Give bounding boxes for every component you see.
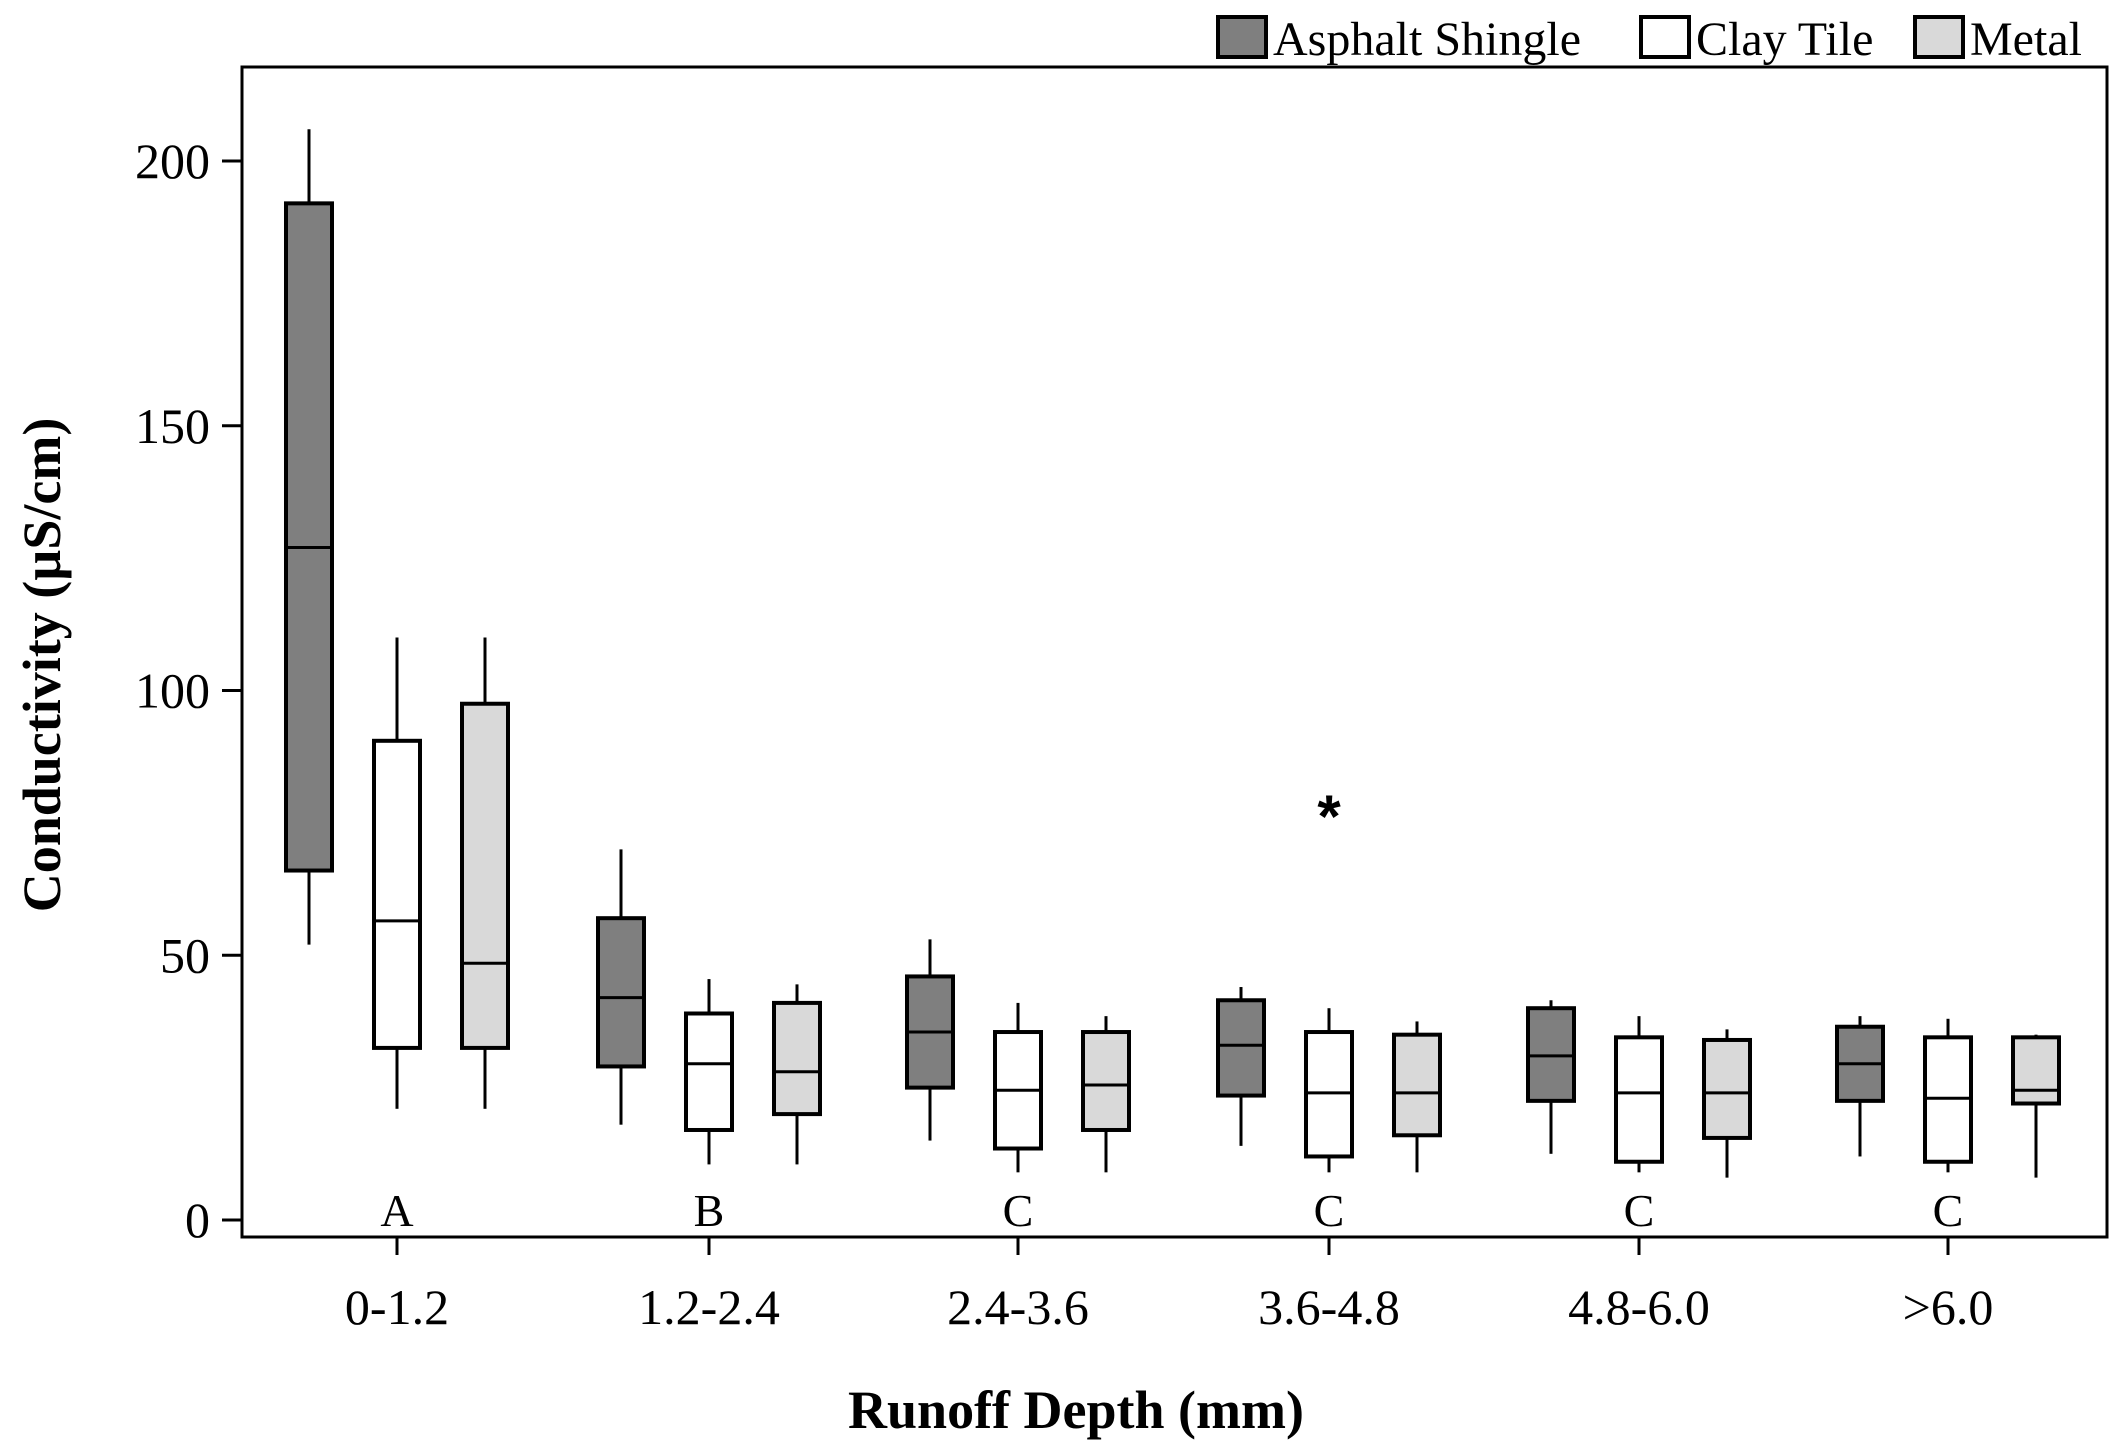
box-asphalt-shingle-4	[1526, 1000, 1576, 1154]
box-iqr	[460, 701, 510, 1050]
box-asphalt-shingle-5	[1835, 1016, 1885, 1157]
box-asphalt-shingle-3	[1216, 987, 1266, 1146]
box-iqr	[2011, 1035, 2061, 1106]
group-letter: C	[1314, 1185, 1345, 1236]
plot-frame	[240, 65, 2109, 1239]
x-tick-label: 4.8-6.0	[1568, 1279, 1710, 1335]
box-iqr	[1392, 1032, 1442, 1138]
outliers: *	[1317, 783, 1341, 850]
box-iqr	[1216, 998, 1266, 1098]
group-letter: A	[380, 1185, 413, 1236]
box-asphalt-shingle-2	[905, 939, 955, 1141]
group-letter: C	[1933, 1185, 1964, 1236]
box-iqr	[1614, 1035, 1664, 1164]
y-tick-label: 150	[135, 398, 210, 454]
box-metal-4	[1702, 1029, 1752, 1178]
y-tick-label: 100	[135, 663, 210, 719]
box-clay-tile-1	[684, 979, 734, 1165]
x-axis-title: Runoff Depth (mm)	[848, 1380, 1304, 1440]
legend-label: Metal	[1970, 13, 2082, 66]
y-tick-label: 50	[160, 927, 210, 983]
group-letter: C	[1003, 1185, 1034, 1236]
box-metal-1	[772, 984, 822, 1165]
box-iqr	[372, 738, 422, 1050]
outlier-marker: *	[1317, 783, 1341, 850]
box-iqr	[1081, 1030, 1131, 1132]
legend-label: Asphalt Shingle	[1273, 13, 1581, 66]
box-iqr	[684, 1011, 734, 1132]
y-tick-label: 0	[185, 1192, 210, 1248]
box-iqr	[596, 916, 646, 1069]
x-tick-label: >6.0	[1903, 1279, 1994, 1335]
legend-label: Clay Tile	[1696, 13, 1873, 66]
box-metal-5	[2011, 1034, 2061, 1178]
box-metal-0	[460, 637, 510, 1109]
x-tick-label: 0-1.2	[345, 1279, 449, 1335]
y-tick-label: 200	[135, 133, 210, 189]
box-clay-tile-3	[1304, 1008, 1354, 1173]
box-iqr	[284, 201, 334, 873]
legend-swatch	[1913, 15, 1965, 59]
box-clay-tile-2	[993, 1002, 1043, 1173]
legend: Asphalt Shingle Clay Tile Metal	[1216, 13, 2082, 66]
box-metal-3	[1392, 1021, 1442, 1173]
y-axis: 0 50 100 150 200	[135, 133, 242, 1248]
box-metal-2	[1081, 1016, 1131, 1173]
x-axis: 0-1.2 1.2-2.4 2.4-3.6 3.6-4.8 4.8-6.0 >6.0	[345, 1237, 1993, 1335]
box-asphalt-shingle-1	[596, 849, 646, 1125]
legend-swatch	[1639, 15, 1691, 59]
box-clay-tile-0	[372, 637, 422, 1109]
box-clay-tile-5	[1923, 1018, 1973, 1173]
box-asphalt-shingle-0	[284, 129, 334, 945]
boxes	[284, 129, 2061, 1178]
box-iqr	[1702, 1037, 1752, 1140]
box-clay-tile-4	[1614, 1016, 1664, 1173]
legend-swatch	[1216, 15, 1268, 59]
x-tick-label: 1.2-2.4	[638, 1279, 780, 1335]
group-letter: B	[694, 1185, 725, 1236]
y-axis-title: Conductivity (µS/cm)	[12, 418, 72, 913]
x-tick-label: 2.4-3.6	[947, 1279, 1089, 1335]
box-iqr	[772, 1000, 822, 1117]
group-letter: C	[1624, 1185, 1655, 1236]
x-tick-label: 3.6-4.8	[1258, 1279, 1400, 1335]
